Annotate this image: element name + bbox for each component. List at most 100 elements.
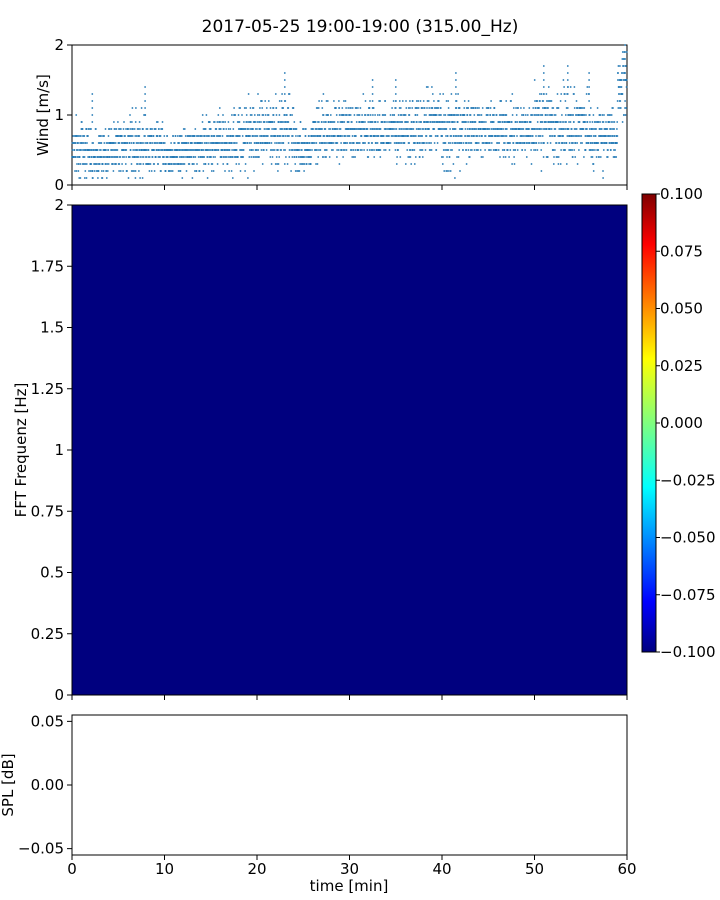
- wind-point: [315, 149, 318, 151]
- wind-point: [194, 128, 197, 130]
- wind-point: [272, 107, 275, 109]
- wind-point: [377, 121, 379, 123]
- wind-point: [537, 135, 540, 137]
- wind-point: [104, 128, 107, 130]
- wind-point: [268, 142, 271, 144]
- wind-point: [597, 121, 600, 123]
- wind-point: [122, 170, 124, 172]
- wind-point: [255, 156, 258, 158]
- wind-point: [369, 100, 371, 102]
- wind-point: [372, 114, 374, 116]
- wind-point: [431, 86, 433, 88]
- wind-point: [606, 156, 609, 158]
- wind-point: [423, 142, 426, 144]
- wind-point: [277, 149, 279, 151]
- wind-point: [570, 128, 573, 130]
- wind-point: [144, 107, 147, 109]
- wind-point: [505, 114, 508, 116]
- wind-point: [384, 114, 387, 116]
- wind-point: [340, 149, 343, 151]
- wind-point: [583, 114, 586, 116]
- wind-point: [584, 121, 586, 123]
- wind-point: [562, 121, 565, 123]
- wind-point: [383, 142, 385, 144]
- wind-point: [396, 121, 399, 123]
- wind-point: [529, 135, 532, 137]
- wind-point: [118, 163, 121, 165]
- wind-point: [621, 121, 624, 123]
- wind-point: [445, 128, 448, 130]
- wind-point: [103, 135, 105, 137]
- wind-point: [235, 149, 238, 151]
- wind-point: [609, 114, 612, 116]
- wind-point: [516, 149, 519, 151]
- wind-point: [81, 149, 83, 151]
- wind-point: [212, 156, 215, 158]
- wind-point: [477, 114, 480, 116]
- wind-point: [439, 107, 442, 109]
- wind-point: [596, 107, 599, 109]
- wind-point: [104, 156, 106, 158]
- wind-point: [516, 135, 518, 137]
- wind-point: [91, 93, 94, 95]
- wind-point: [541, 135, 544, 137]
- wind-point: [315, 142, 318, 144]
- wind-point: [526, 114, 529, 116]
- wind-point: [106, 163, 109, 165]
- wind-point: [170, 142, 173, 144]
- wind-point: [291, 156, 294, 158]
- wind-point: [163, 142, 166, 144]
- wind-point: [76, 163, 78, 165]
- wind-point: [366, 128, 369, 130]
- wind-point: [325, 121, 327, 123]
- wind-point: [146, 142, 149, 144]
- wind-point: [75, 114, 78, 116]
- wind-point: [290, 128, 293, 130]
- wind-point: [300, 163, 303, 165]
- wind-point: [408, 114, 411, 116]
- wind-point: [537, 114, 540, 116]
- wind-point: [624, 100, 626, 102]
- wind-point: [307, 142, 309, 144]
- wind-point: [454, 114, 456, 116]
- wind-point: [410, 163, 413, 165]
- wind-point: [394, 121, 397, 123]
- wind-point: [485, 128, 487, 130]
- wind-point: [247, 93, 250, 95]
- wind-point: [267, 142, 269, 144]
- wind-point: [591, 121, 594, 123]
- wind-point: [368, 142, 370, 144]
- wind-point: [225, 128, 228, 130]
- wind-point: [573, 93, 575, 95]
- wind-point: [136, 149, 139, 151]
- wind-point: [373, 156, 376, 158]
- colorbar-tick-label: 0.075: [660, 242, 703, 260]
- wind-point: [549, 128, 551, 130]
- wind-point: [425, 135, 428, 137]
- wind-point: [562, 135, 564, 137]
- wind-point: [542, 100, 545, 102]
- wind-point: [100, 170, 103, 172]
- wind-point: [254, 128, 257, 130]
- wind-point: [427, 86, 429, 88]
- wind-point: [384, 100, 387, 102]
- wind-point: [252, 149, 254, 151]
- wind-point: [450, 93, 453, 95]
- wind-point: [377, 135, 380, 137]
- wind-point: [133, 142, 135, 144]
- spl-x-tick-label: 50: [525, 860, 544, 878]
- spectrogram-y-ticks: 0 0.25 0.5 0.75 1 1.25 1.5 1.75 2: [31, 196, 72, 704]
- wind-point: [461, 128, 464, 130]
- wind-point: [523, 107, 525, 109]
- wind-point: [252, 107, 255, 109]
- wind-point: [519, 128, 522, 130]
- wind-point: [535, 114, 538, 116]
- wind-point: [602, 177, 604, 179]
- wind-point: [509, 149, 512, 151]
- wind-point: [106, 142, 109, 144]
- wind-point: [508, 156, 510, 158]
- wind-point: [265, 128, 267, 130]
- wind-point: [480, 128, 482, 130]
- wind-point: [233, 156, 236, 158]
- wind-point: [592, 149, 595, 151]
